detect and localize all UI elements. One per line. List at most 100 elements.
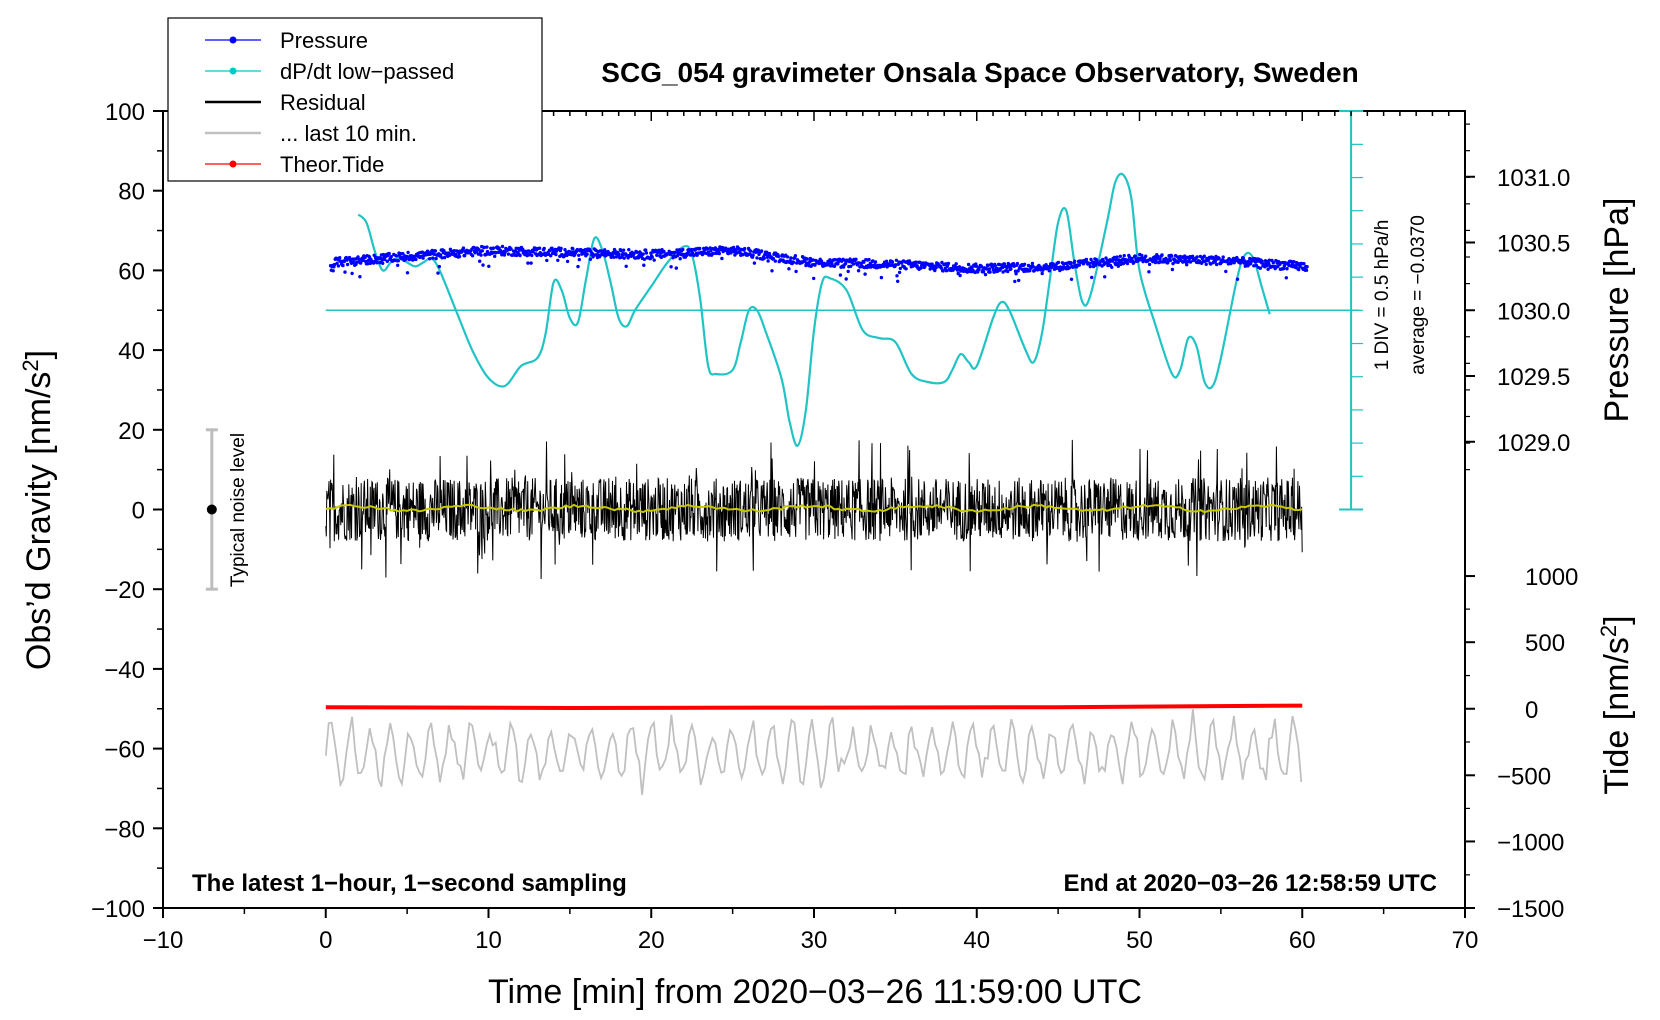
pressure-point xyxy=(401,252,405,256)
pressure-point xyxy=(617,252,621,256)
pressure-point xyxy=(1217,257,1221,261)
legend-marker xyxy=(229,160,237,168)
pressure-tick-label: 1030.5 xyxy=(1497,231,1570,258)
pressure-point xyxy=(776,254,781,259)
pressure-point xyxy=(1147,262,1152,267)
pressure-point xyxy=(366,258,371,263)
axes-layer: −10 0 10 20 30 40 50 60 70100806040200−20−40−60−… xyxy=(91,99,1578,954)
pressure-point xyxy=(1266,267,1270,271)
pressure-point xyxy=(431,256,435,260)
pressure-point xyxy=(1204,262,1208,266)
pressure-point xyxy=(559,246,563,251)
pressure-point xyxy=(405,271,410,275)
tide-axis-title: Tide [nm/s2] xyxy=(1596,615,1636,794)
pressure-point xyxy=(650,255,654,259)
pressure-point xyxy=(1012,264,1016,268)
pressure-point xyxy=(1069,277,1074,281)
pressure-point xyxy=(1067,266,1072,270)
pressure-point xyxy=(979,265,984,269)
pressure-point xyxy=(791,260,796,264)
pressure-point xyxy=(588,257,593,261)
pressure-point xyxy=(762,256,766,260)
pressure-point xyxy=(530,253,534,258)
pressure-point xyxy=(396,259,400,263)
y-axis-title-main: Obs’d Gravity [nm/s xyxy=(20,372,58,671)
pressure-point xyxy=(624,264,628,268)
pressure-point xyxy=(361,258,365,262)
pressure-point xyxy=(991,265,995,269)
pressure-point xyxy=(944,269,949,273)
x-axis-title: Time [min] from 2020−03−26 11:59:00 UTC xyxy=(488,973,1142,1011)
pressure-point xyxy=(627,248,631,252)
pressure-point xyxy=(993,264,997,268)
pressure-point xyxy=(585,252,589,256)
pressure-point xyxy=(485,245,489,249)
pressure-point xyxy=(1011,262,1016,266)
noise-level-label: Typical noise level xyxy=(228,433,249,587)
pressure-point xyxy=(755,256,759,260)
pressure-point xyxy=(497,246,501,250)
pressure-point xyxy=(1214,262,1219,267)
pressure-point xyxy=(1122,253,1126,258)
chart-title: SCG_054 gravimeter Onsala Space Observat… xyxy=(601,57,1358,88)
y-tick-label: −40 xyxy=(104,657,145,684)
pressure-point xyxy=(946,261,951,266)
pressure-point xyxy=(698,246,702,251)
pressure-point xyxy=(1190,254,1195,258)
pressure-point xyxy=(770,269,774,273)
pressure-point xyxy=(1056,260,1061,265)
pressure-point xyxy=(613,249,617,253)
pressure-point xyxy=(461,246,466,250)
pressure-point xyxy=(537,246,542,250)
pressure-point xyxy=(1265,263,1269,268)
legend-box xyxy=(167,17,543,182)
pressure-point xyxy=(862,260,866,264)
pressure-point xyxy=(805,257,809,261)
pressure-point xyxy=(966,262,971,267)
pressure-point xyxy=(457,254,462,259)
pressure-point xyxy=(1285,267,1289,271)
y-tick-label: 0 xyxy=(132,498,145,525)
pressure-point xyxy=(1022,262,1027,266)
pressure-point xyxy=(652,258,656,262)
tide-tick-label: −500 xyxy=(1497,763,1551,790)
tide-line xyxy=(325,703,1303,711)
pressure-point xyxy=(1289,259,1293,264)
pressure-point xyxy=(765,255,770,259)
pressure-point xyxy=(1253,257,1257,261)
pressure-point xyxy=(711,251,716,256)
pressure-point xyxy=(939,266,943,270)
pressure-point xyxy=(331,269,335,273)
pressure-point xyxy=(856,269,861,273)
pressure-point xyxy=(470,254,475,258)
pressure-point xyxy=(1140,253,1144,258)
pressure-point xyxy=(1090,275,1094,280)
pressure-point xyxy=(1221,255,1225,259)
pressure-point xyxy=(1069,261,1073,265)
pressure-point xyxy=(351,260,356,264)
pressure-point xyxy=(509,247,513,251)
pressure-point xyxy=(1170,254,1174,258)
pressure-point xyxy=(985,267,989,271)
pressure-point xyxy=(1168,258,1173,263)
pressure-axis-title: Pressure [hPa] xyxy=(1598,198,1636,423)
x-tick-label: 10 xyxy=(475,927,502,954)
pressure-tick-label: 1031.0 xyxy=(1497,165,1570,192)
residual-line xyxy=(325,439,1303,580)
tide-axis-title-main: Tide [nm/s xyxy=(1598,637,1636,794)
pressure-point xyxy=(848,257,852,261)
pressure-point xyxy=(1040,271,1044,276)
pressure-point xyxy=(565,259,570,264)
pressure-point xyxy=(350,271,354,276)
pressure-point xyxy=(977,268,981,272)
tide-tick-label: 0 xyxy=(1525,697,1538,724)
pressure-point xyxy=(1274,258,1278,263)
pressure-point xyxy=(884,259,889,263)
pressure-point xyxy=(644,248,648,252)
legend-label: Theor.Tide xyxy=(280,152,384,177)
pressure-point xyxy=(787,267,791,271)
pressure-point xyxy=(442,255,447,260)
pressure-point xyxy=(1077,263,1082,267)
pressure-point xyxy=(1006,269,1010,274)
pressure-point xyxy=(974,264,979,268)
